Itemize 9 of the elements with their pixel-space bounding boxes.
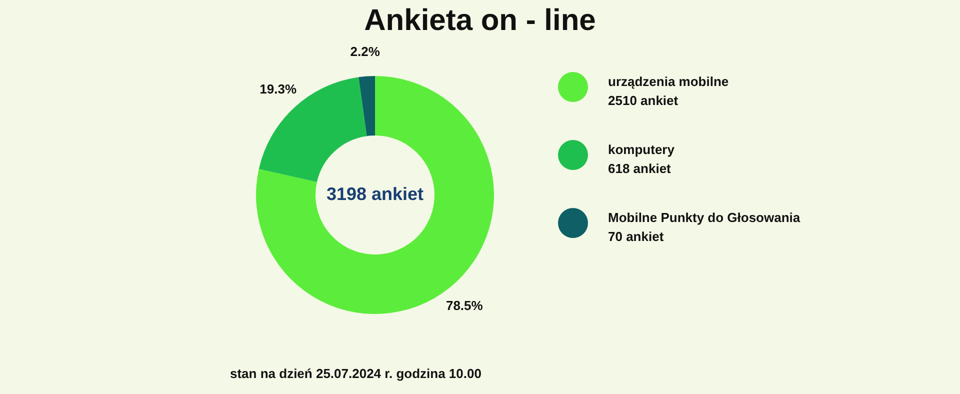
chart-title: Ankieta on - line <box>363 4 597 38</box>
text: 3198 ankiet <box>326 184 424 204</box>
legend-label: komputery 618 ankiet <box>608 141 674 178</box>
legend-label: urządzenia mobilne 2510 ankiet <box>608 73 729 110</box>
data-label: 78.5% <box>446 298 484 314</box>
data-label: 2.2% <box>350 44 380 59</box>
data-label: 19.3% <box>260 81 297 96</box>
legend-label: Mobilne Punkty do Głosowania 70 ankiet <box>608 209 800 246</box>
text: stan na dzień 25.07.2024 r. godzina 10.00 <box>230 366 482 381</box>
